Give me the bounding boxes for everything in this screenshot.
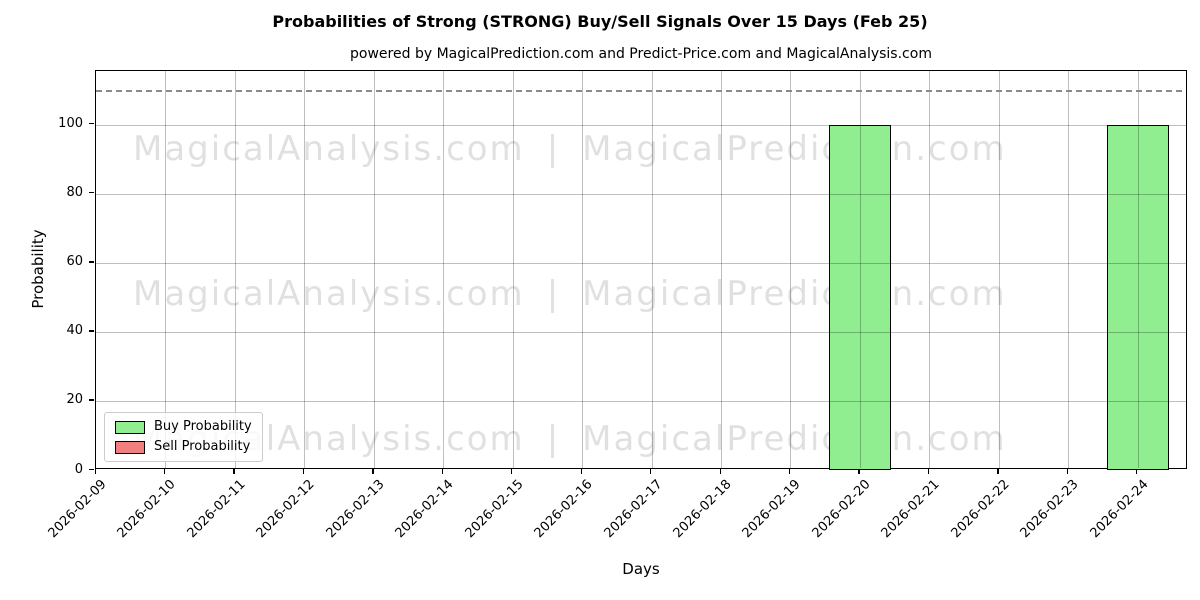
bar-buy-probability-2026-02-24 xyxy=(1106,124,1169,470)
watermark-text: | xyxy=(546,129,561,169)
y-gridline xyxy=(96,331,1186,333)
y-axis-label: Probability xyxy=(29,229,47,309)
x-gridline xyxy=(512,71,514,468)
x-tick-mark xyxy=(372,469,374,474)
x-tick-mark xyxy=(788,469,791,474)
x-tick-mark xyxy=(858,469,860,474)
x-gridline xyxy=(373,71,375,468)
x-tick-label: 2026-02-11 xyxy=(184,477,249,542)
x-gridline xyxy=(1068,71,1070,468)
x-gridline xyxy=(443,71,445,468)
x-tick-mark xyxy=(580,469,582,474)
y-gridline xyxy=(96,262,1186,264)
legend-item-sell: Sell Probability xyxy=(115,440,252,454)
y-tick-mark xyxy=(89,468,94,470)
watermark-text: MagicalAnalysis.com xyxy=(133,274,525,314)
watermark-text: | xyxy=(546,274,561,314)
x-gridline xyxy=(582,71,584,468)
x-gridline xyxy=(651,71,653,468)
x-gridline xyxy=(304,71,306,468)
x-tick-label: 2026-02-13 xyxy=(323,477,388,542)
y-tick-mark xyxy=(89,192,94,194)
watermark-text: MagicalPrediction.com xyxy=(582,129,1007,169)
y-tick-mark xyxy=(89,399,94,401)
watermark-text: MagicalPrediction.com xyxy=(582,419,1007,459)
x-tick-mark xyxy=(233,469,235,474)
x-tick-label: 2026-02-19 xyxy=(740,477,805,542)
x-tick-label: 2026-02-16 xyxy=(531,477,596,542)
x-gridline xyxy=(929,71,931,468)
x-gridline xyxy=(721,71,723,468)
chart-subtitle: powered by MagicalPrediction.com and Pre… xyxy=(350,46,932,62)
x-tick-label: 2026-02-10 xyxy=(115,477,180,542)
x-axis-label: Days xyxy=(622,560,660,578)
y-tick-mark xyxy=(89,123,94,125)
threshold-dashed-line xyxy=(96,90,1186,92)
x-tick-mark xyxy=(302,469,305,474)
watermark-text: MagicalPrediction.com xyxy=(582,274,1007,314)
watermark-text: MagicalAnalysis.com xyxy=(133,129,525,169)
x-tick-label: 2026-02-18 xyxy=(670,477,735,542)
bar-buy-probability-2026-02-20 xyxy=(828,124,891,470)
x-tick-mark xyxy=(927,469,930,474)
buy-probability-swatch xyxy=(115,420,145,434)
y-tick-mark xyxy=(89,261,94,263)
x-tick-mark xyxy=(94,469,96,474)
y-tick-label: 80 xyxy=(66,185,83,201)
legend-label-buy: Buy Probability xyxy=(154,419,252,434)
y-gridline xyxy=(96,193,1186,195)
y-tick-label: 20 xyxy=(66,392,83,408)
x-tick-mark xyxy=(511,469,513,474)
x-tick-mark xyxy=(997,469,999,474)
x-tick-label: 2026-02-14 xyxy=(392,477,457,542)
sell-probability-swatch xyxy=(115,440,145,454)
x-tick-label: 2026-02-17 xyxy=(601,477,666,542)
x-tick-label: 2026-02-21 xyxy=(878,477,943,542)
y-tick-mark xyxy=(89,330,94,332)
x-gridline xyxy=(165,71,167,468)
x-tick-label: 2026-02-15 xyxy=(462,477,527,542)
x-tick-label: 2026-02-23 xyxy=(1017,477,1082,542)
y-gridline xyxy=(96,124,1186,126)
x-gridline xyxy=(790,71,792,468)
x-gridline xyxy=(1137,71,1139,468)
y-tick-label: 0 xyxy=(74,461,83,477)
chart-title: Probabilities of Strong (STRONG) Buy/Sel… xyxy=(272,12,928,31)
watermark-text: | xyxy=(546,419,561,459)
x-tick-mark xyxy=(719,469,721,474)
y-tick-label: 40 xyxy=(66,323,83,339)
legend-label-sell: Sell Probability xyxy=(154,439,251,454)
x-tick-mark xyxy=(1136,469,1138,474)
y-tick-label: 60 xyxy=(66,254,83,270)
x-tick-label: 2026-02-24 xyxy=(1087,477,1152,542)
x-tick-mark xyxy=(1066,469,1069,474)
x-tick-mark xyxy=(650,469,652,474)
x-gridline xyxy=(234,71,236,468)
y-gridline xyxy=(96,400,1186,402)
x-tick-mark xyxy=(163,469,166,474)
y-tick-label: 100 xyxy=(58,116,83,132)
x-gridline xyxy=(998,71,1000,468)
legend-item-buy: Buy Probability xyxy=(115,420,252,434)
x-gridline xyxy=(859,71,861,468)
x-tick-label: 2026-02-12 xyxy=(253,477,318,542)
x-tick-label: 2026-02-09 xyxy=(45,477,110,542)
x-tick-mark xyxy=(441,469,444,474)
plot-area: MagicalAnalysis.com | MagicalPrediction.co… xyxy=(95,70,1187,470)
legend: Buy Probability Sell Probability xyxy=(104,412,263,462)
x-tick-label: 2026-02-22 xyxy=(948,477,1013,542)
x-tick-label: 2026-02-20 xyxy=(809,477,874,542)
